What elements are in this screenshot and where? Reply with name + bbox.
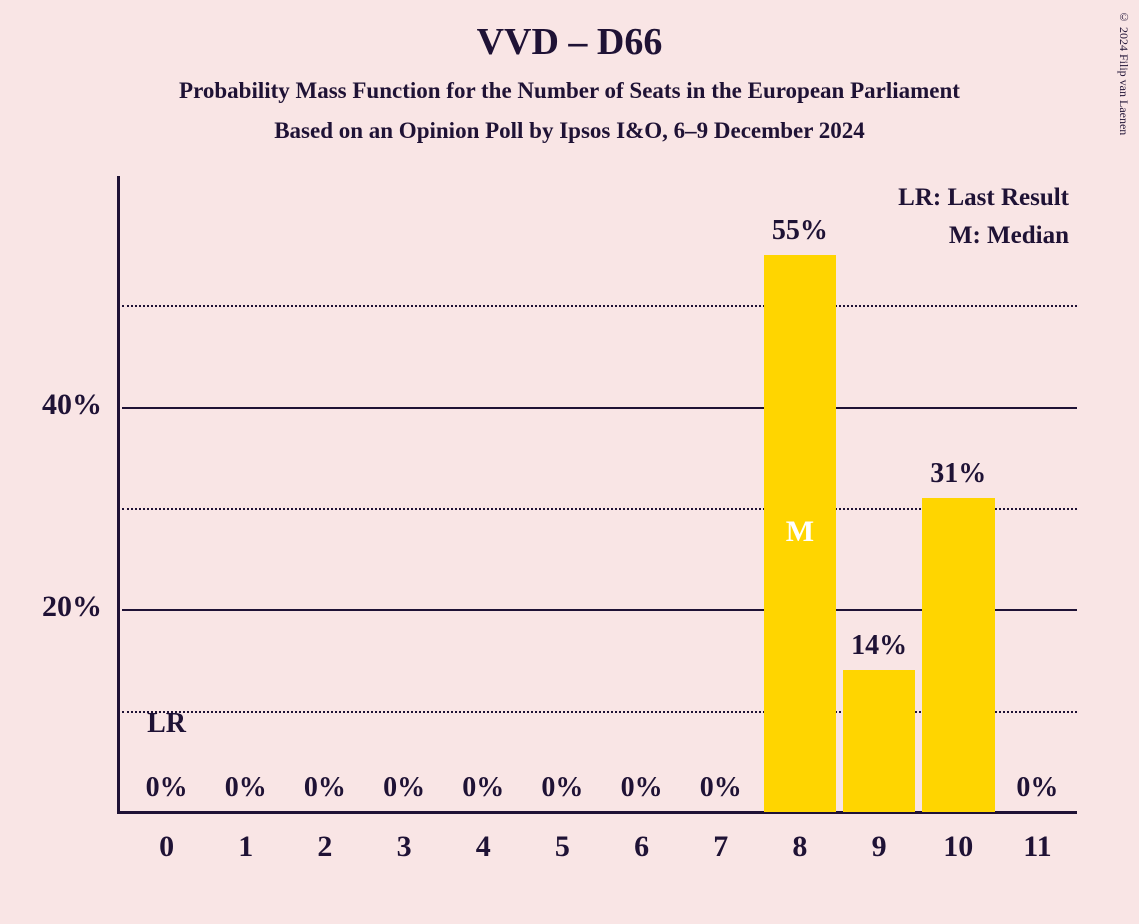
bar-value-label: 0% [365, 772, 444, 804]
chart-title: VVD – D66 [0, 20, 1139, 64]
x-tick-label: 3 [365, 830, 444, 864]
x-tick-label: 0 [127, 830, 206, 864]
bar-value-label: 0% [998, 772, 1077, 804]
y-tick-label: 40% [42, 388, 102, 422]
gridline-major [887, 407, 1077, 409]
x-tick-label: 5 [523, 830, 602, 864]
x-tick-label: 11 [998, 830, 1077, 864]
bar-value-label: 0% [206, 772, 285, 804]
bar-value-label: 0% [127, 772, 206, 804]
y-tick-label: 20% [42, 590, 102, 624]
x-tick-label: 7 [681, 830, 760, 864]
x-tick-label: 6 [602, 830, 681, 864]
last-result-marker: LR [127, 708, 206, 740]
bar-value-label: 0% [523, 772, 602, 804]
bar-value-label: 0% [444, 772, 523, 804]
bar-value-label: 0% [285, 772, 364, 804]
bar [843, 670, 916, 812]
chart-container: © 2024 Filip van Laenen VVD – D66 Probab… [0, 0, 1139, 924]
legend-lr: LR: Last Result [894, 184, 1073, 212]
x-tick-label: 10 [919, 830, 998, 864]
x-tick-label: 9 [840, 830, 919, 864]
bar-value-label: 55% [760, 215, 839, 247]
x-tick-label: 1 [206, 830, 285, 864]
bar-value-label: 31% [919, 458, 998, 490]
x-tick-label: 8 [760, 830, 839, 864]
bar [922, 498, 995, 812]
chart-subtitle-1: Probability Mass Function for the Number… [0, 78, 1139, 104]
bar-value-label: 0% [681, 772, 760, 804]
chart-subtitle-2: Based on an Opinion Poll by Ipsos I&O, 6… [0, 118, 1139, 144]
median-marker: M [764, 515, 837, 549]
bar-value-label: 0% [602, 772, 681, 804]
y-axis [117, 176, 120, 812]
x-tick-label: 2 [285, 830, 364, 864]
legend-median: M: Median [945, 222, 1073, 250]
x-tick-label: 4 [444, 830, 523, 864]
bar-value-label: 14% [840, 630, 919, 662]
plot-area [117, 204, 1077, 812]
gridline-minor [122, 305, 1077, 307]
